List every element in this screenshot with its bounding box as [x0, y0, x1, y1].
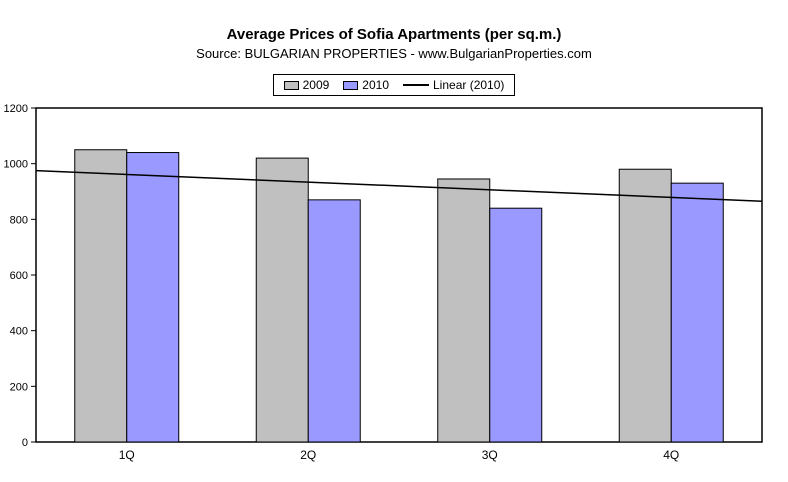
y-tick-label: 600 [10, 270, 28, 282]
legend-swatch-2009 [283, 80, 299, 90]
bar-2009-3Q [437, 178, 491, 443]
trend-line [35, 169, 763, 202]
bar-2009-2Q [255, 157, 309, 443]
x-category-label: 2Q [300, 448, 316, 462]
legend-label-2009: 2009 [302, 78, 330, 92]
chart-title: Average Prices of Sofia Apartments (per … [226, 26, 562, 43]
legend-item-2009: 2009 [283, 78, 330, 92]
legend-label-2010: 2010 [362, 78, 389, 92]
y-tick-label: 1200 [4, 103, 28, 115]
bar-2010-3Q [489, 207, 543, 443]
bar-2010-2Q [307, 199, 361, 443]
x-category-label: 1Q [119, 448, 135, 462]
bar-2009-1Q [74, 149, 128, 443]
legend-item-2010: 2010 [343, 78, 389, 92]
bar-2010-4Q [670, 182, 724, 443]
bar-2009-4Q [618, 168, 672, 443]
legend-item-linear-2010: Linear (2010) [403, 78, 504, 92]
x-category-label: 4Q [663, 448, 679, 462]
legend-trendline-icon [403, 84, 429, 86]
y-tick-label: 0 [22, 437, 28, 449]
chart-plot: 0 200 400 600 800 1000 1200 1Q 2Q 3Q 4Q [4, 103, 763, 462]
y-tick-label: 400 [10, 326, 28, 338]
y-tick-label: 1000 [4, 159, 28, 171]
legend-label-linear-2010: Linear (2010) [433, 78, 505, 92]
legend-swatch-2010 [343, 80, 359, 90]
chart-subtitle: Source: BULGARIAN PROPERTIES - www.Bulga… [196, 46, 592, 61]
y-tick-label: 200 [10, 381, 28, 393]
y-tick-label: 800 [10, 214, 28, 226]
x-category-label: 3Q [482, 448, 498, 462]
legend: 2009 2010 Linear (2010) [272, 74, 516, 96]
bar-2010-1Q [126, 152, 180, 443]
